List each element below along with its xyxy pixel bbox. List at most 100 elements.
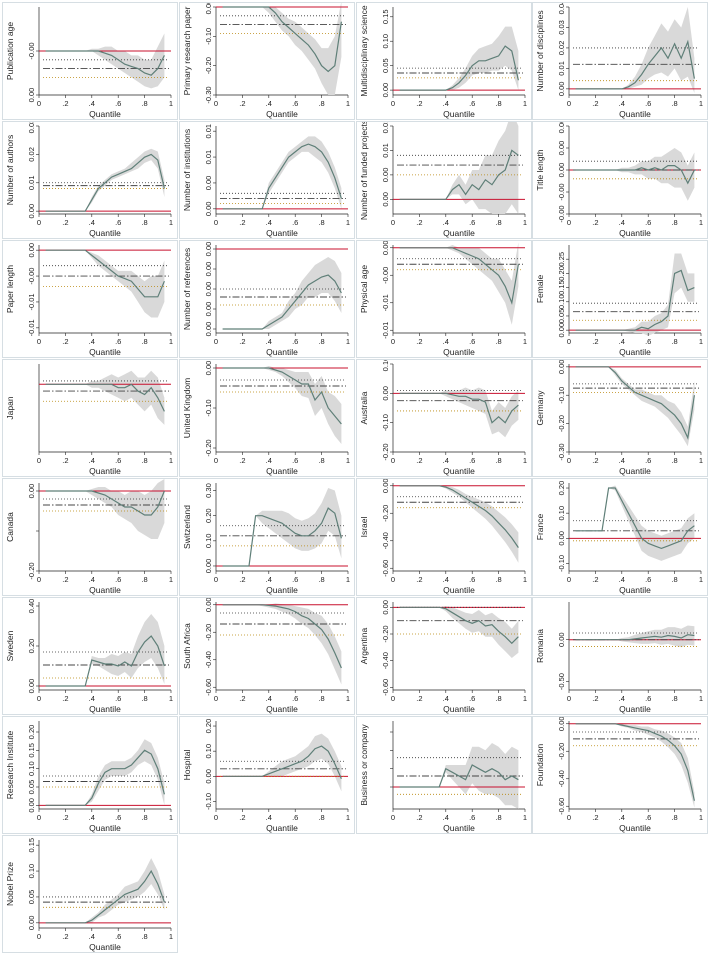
x-tick-label: .2: [592, 813, 598, 822]
y-axis-title: Germany: [535, 390, 545, 426]
y-axis-title: Paper length: [5, 265, 15, 313]
y-tick-label: -0.10: [381, 414, 390, 431]
x-tick-label: .4: [443, 694, 449, 703]
x-axis-title: Quantile: [266, 823, 298, 833]
x-tick-label: .4: [619, 337, 625, 346]
coef-line: [399, 485, 519, 548]
x-tick-label: .6: [469, 575, 475, 584]
x-tick-label: .8: [318, 218, 324, 227]
x-tick-label: 1: [699, 337, 703, 346]
x-tick-label: 1: [699, 575, 703, 584]
y-tick-label: -0.20: [381, 625, 390, 642]
y-tick-label: 0.02: [27, 147, 36, 162]
y-tick-label: -0.40: [557, 770, 566, 787]
coef-line: [45, 869, 165, 924]
x-tick-label: .4: [89, 218, 95, 227]
y-tick-label: 0.01: [204, 150, 213, 165]
x-tick-label: .2: [592, 575, 598, 584]
ci-band: [222, 136, 342, 209]
ci-band: [222, 3, 342, 95]
x-tick-label: .6: [292, 813, 298, 822]
y-tick-label: 0.00: [381, 479, 390, 493]
x-tick-label: 1: [346, 99, 350, 108]
y-tick-label: 0.00: [381, 241, 390, 255]
y-tick-label: 0.20: [557, 481, 566, 496]
x-tick-label: .6: [645, 694, 651, 703]
x-tick-label: 0: [214, 694, 218, 703]
chart-svg: 0 .2 .4 .6 .8 1 Quantile 0.00 -0.50 Romania: [535, 602, 703, 714]
y-axis-title: Physical age: [359, 265, 369, 313]
chart-svg: 0 .2 .4 .6 .8 1 Quantile 0.00 -0.10 -0.20 -0.30 Pri…: [182, 3, 350, 119]
x-axis-title: Quantile: [266, 704, 298, 714]
x-tick-label: 1: [169, 932, 173, 941]
x-tick-label: 1: [699, 99, 703, 108]
y-tick-label: -0.60: [381, 560, 390, 577]
x-tick-label: .4: [266, 694, 272, 703]
y-tick-label: 0.10: [204, 534, 213, 549]
ci-band: [575, 723, 695, 808]
x-tick-label: .6: [292, 218, 298, 227]
y-tick-label: 0.00: [27, 798, 36, 813]
chart-panel: 0 .2 .4 .6 .8 1 Quantile 0.00 -0.00 -0.01 -0.01 Pap…: [2, 240, 178, 358]
y-tick-label: 0.20: [204, 508, 213, 523]
ci-band: [222, 366, 342, 444]
y-tick-label: 0.15: [381, 9, 390, 24]
coef-line: [399, 247, 519, 305]
x-tick-label: 1: [523, 99, 527, 108]
y-tick-label: 0.10: [557, 506, 566, 521]
ci-band: [575, 485, 695, 561]
y-tick-label: 0.00: [27, 679, 36, 694]
chart-panel: 0 .2 .4 .6 .8 1 Quantile 0.20 0.10 0.00 -0.10 Hospi…: [179, 716, 355, 834]
x-tick-label: .8: [671, 337, 677, 346]
y-tick-label: 0.40: [27, 599, 36, 614]
chart-svg: 0 .2 .4 .6 .8 1 Quantile 0.00 0.20 0.40 Sweden: [5, 599, 173, 714]
chart-panel: 0 .2 .4 .6 .8 1 Quantile 0.00 -0.00 Publication a…: [2, 2, 178, 120]
coef-line: [575, 269, 695, 331]
y-tick-label: -0.20: [204, 57, 213, 74]
x-tick-label: .2: [62, 218, 68, 227]
x-tick-label: .6: [469, 218, 475, 227]
x-tick-label: .4: [443, 218, 449, 227]
y-tick-label: -0.40: [381, 532, 390, 549]
x-tick-label: 0: [567, 456, 571, 465]
y-axis-title: Publication age: [5, 22, 15, 80]
x-axis-title: Quantile: [619, 228, 651, 238]
x-tick-label: 1: [699, 456, 703, 465]
chart-panel: 0 .2 .4 .6 .8 1 Quantile 0.00 0.00 0.01 0.01 Number…: [356, 121, 532, 239]
y-tick-label: 0.00: [27, 484, 36, 499]
x-tick-label: .4: [89, 932, 95, 941]
x-tick-label: .4: [266, 337, 272, 346]
y-axis-title: Argentina: [359, 628, 369, 665]
y-tick-label: -0.01: [381, 322, 390, 339]
x-tick-label: .2: [416, 456, 422, 465]
x-tick-label: .6: [469, 694, 475, 703]
y-axis-title: France: [535, 514, 545, 541]
x-tick-label: .2: [62, 99, 68, 108]
chart-svg: 0 .2 .4 .6 .8 1 Quantile 0.00 -0.20 Canada: [5, 479, 173, 595]
x-tick-label: .8: [495, 337, 501, 346]
y-axis-title: Title length: [535, 149, 545, 191]
x-tick-label: .2: [416, 99, 422, 108]
y-tick-label: -0.00: [27, 42, 36, 59]
x-tick-label: .6: [115, 456, 121, 465]
x-tick-label: .2: [62, 456, 68, 465]
coef-line: [45, 50, 165, 76]
y-axis-title: Number of references: [182, 248, 192, 330]
chart-svg: 0 .2 .4 .6 .8 1 Quantile 0.00 0.05 0.10 0.15 Multid…: [359, 5, 527, 119]
y-axis-title: Number of institutions: [182, 129, 192, 211]
x-tick-label: .2: [592, 694, 598, 703]
coef-line: [45, 635, 165, 687]
x-tick-label: .2: [62, 932, 68, 941]
y-axis-title: Switzerland: [182, 505, 192, 549]
x-tick-label: .8: [671, 694, 677, 703]
x-tick-label: .8: [141, 337, 147, 346]
y-tick-label: 0.00: [557, 82, 566, 97]
x-tick-label: 0: [37, 99, 41, 108]
ci-band: [45, 148, 165, 212]
chart-panel: 0 .2 .4 .6 .8 1 Quantile 0.00 0.20 0.40 Sweden: [2, 597, 178, 715]
y-tick-label: -0.40: [204, 651, 213, 668]
ci-band: [222, 488, 342, 566]
y-tick-label: 0.00: [204, 262, 213, 277]
y-tick-label: 0.00: [204, 559, 213, 574]
chart-panel: 0 .2 .4 .6 .8 1 Quantile 0.00 -0.20 -0.40 -0.60 Arg…: [356, 597, 532, 715]
